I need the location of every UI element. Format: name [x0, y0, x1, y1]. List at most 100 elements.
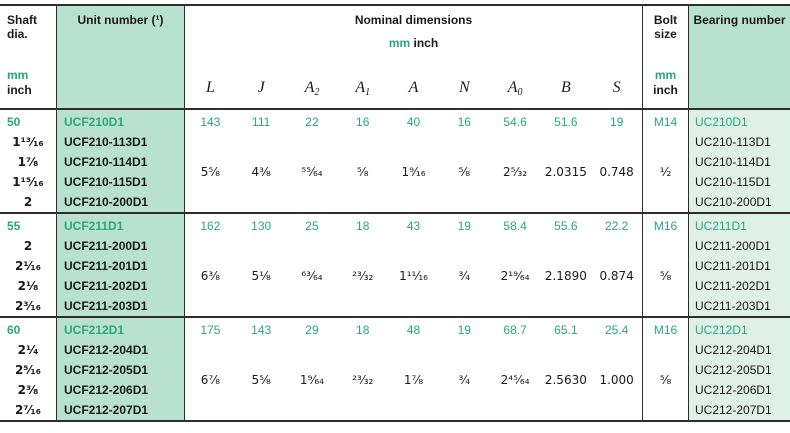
dim-letter-J: J: [257, 79, 265, 96]
dims-inch-row: 6⁷⁄₈ 5⁵⁄₈ 1⁹⁄₆₄ ²³⁄₃₂ 1⁷⁄₈ ³⁄₄ 2⁴⁵⁄₆₄ 2.…: [185, 370, 642, 390]
dim-mm-value: 111: [252, 115, 271, 129]
shaft-dia-inch: 2¹⁄₈: [17, 279, 39, 293]
size-group-60: 60 2¹⁄₄ 2⁵⁄₁₆ 2³⁄₈ 2⁷⁄₁₆ UCF212D1 UCF212…: [0, 316, 790, 420]
dim-letter-A: A: [408, 79, 419, 96]
dim-inch-value: ³⁄₄: [458, 269, 471, 283]
dim-mm-value: 25.4: [604, 323, 629, 337]
unit-number-item: UCF212-205D1: [64, 363, 149, 377]
dim-mm-value: 68.7: [503, 323, 527, 337]
dim-inch-value: ⁵⁄₈: [458, 165, 471, 179]
bolt-size-inch: ⁵⁄₈: [659, 373, 672, 387]
bearing-number-item: UC210D1: [695, 115, 748, 129]
dims-inch-row: 5⁵⁄₈ 4³⁄₈ ⁵⁵⁄₆₄ ⁵⁄₈ 1⁹⁄₁₆ ⁵⁄₈ 2⁵⁄₃₂ 2.03…: [185, 162, 642, 182]
dim-inch-value: 6³⁄₈: [200, 269, 221, 283]
size-group-55: 55 2 2¹⁄₁₆ 2¹⁄₈ 2³⁄₁₆ UCF211D1 UCF211-20…: [0, 212, 790, 316]
bolt-size-column: M16 ⁵⁄₈: [643, 214, 689, 316]
dim-letter-N: N: [458, 79, 470, 96]
dim-letter-A0: A0: [507, 79, 523, 98]
nominal-units: mm inch: [185, 36, 642, 50]
unit-number-item: UCF210D1: [64, 115, 125, 129]
unit-number-item: UCF210-115D1: [64, 175, 148, 189]
bearing-dimensions-table: Shaft dia. mm inch Unit number (¹) Nomin…: [0, 4, 790, 422]
dim-inch-value: 2¹⁹⁄₆₄: [500, 269, 530, 283]
dim-mm-value: 55.6: [554, 219, 578, 233]
dim-letter-A2: A2: [304, 79, 320, 98]
unit-number-item: UCF212-207D1: [64, 403, 149, 417]
dim-mm-value: 19: [609, 115, 624, 129]
shaft-dia-inch: 2: [23, 239, 33, 253]
dim-mm-value: 162: [200, 219, 221, 233]
dim-inch-value: 5¹⁄₈: [251, 269, 271, 283]
unit-label-inch: inch: [413, 36, 439, 50]
dim-inch-value: ⁵⁵⁄₆₄: [301, 165, 323, 179]
dim-mm-value: 19: [457, 219, 471, 233]
nominal-dimensions-column: 162 130 25 18 43 19 58.4 55.6 22.2 6³⁄₈ …: [185, 214, 643, 316]
unit-number-item: UCF212-204D1: [64, 343, 149, 357]
shaft-dia-inch: 2³⁄₈: [17, 383, 39, 397]
shaft-dia-mm: 60: [7, 323, 21, 337]
dim-inch-value: 1⁹⁄₁₆: [401, 165, 426, 179]
unit-number-item: UCF210-200D1: [64, 195, 149, 209]
dim-letter-B: B: [560, 79, 571, 96]
dim-mm-value: 16: [457, 115, 471, 129]
bearing-number-item: UC212-205D1: [695, 363, 772, 377]
dim-letter-S: S: [612, 79, 621, 96]
bearing-number-item: UC211-202D1: [695, 279, 771, 293]
dim-inch-value: ³⁄₄: [458, 373, 471, 387]
dim-mm-value: 143: [251, 323, 272, 337]
dim-mm-value: 51.6: [554, 115, 578, 129]
header-unit-number: Unit number (¹): [57, 6, 185, 108]
bearing-number-item: UC211-203D1: [695, 299, 771, 313]
bolt-size-mm: M16: [653, 323, 678, 337]
unit-number-item: UCF211-200D1: [64, 239, 148, 253]
shaft-dia-inch: 2¹⁄₄: [17, 343, 39, 357]
dims-mm-row: 162 130 25 18 43 19 58.4 55.6 22.2: [185, 216, 642, 236]
dim-inch-value: 0.874: [599, 269, 634, 283]
dim-mm-value: 143: [200, 115, 221, 129]
unit-number-column: UCF211D1 UCF211-200D1 UCF211-201D1 UCF21…: [57, 214, 185, 316]
dim-mm-value: 22: [305, 115, 319, 129]
bearing-number-column: UC212D1 UC212-204D1 UC212-205D1 UC212-20…: [689, 318, 790, 420]
shaft-dia-column: 50 1¹³⁄₁₆ 1⁷⁄₈ 1¹⁵⁄₁₆ 2: [0, 110, 57, 212]
bearing-number-item: UC211D1: [695, 219, 747, 233]
dim-mm-value: 130: [251, 219, 272, 233]
nominal-dimensions-column: 143 111 22 16 40 16 54.6 51.6 19 5⁵⁄₈ 4³…: [185, 110, 643, 212]
dim-letter-L: L: [205, 79, 215, 96]
bearing-number-column: UC210D1 UC210-113D1 UC210-114D1 UC210-11…: [689, 110, 790, 212]
bolt-size-title: Bolt size: [653, 13, 678, 41]
unit-number-item: UCF211-202D1: [64, 279, 148, 293]
shaft-dia-inch: 2¹⁄₁₆: [14, 259, 42, 273]
dim-inch-value: 1⁷⁄₈: [403, 373, 424, 387]
unit-number-title: Unit number (¹): [77, 13, 164, 27]
unit-number-item: UCF212D1: [64, 323, 125, 337]
unit-number-item: UCF211-201D1: [64, 259, 148, 273]
shaft-dia-inch: 2⁷⁄₁₆: [14, 403, 42, 417]
dim-mm-value: 40: [406, 115, 421, 129]
dim-mm-value: 16: [356, 115, 370, 129]
bolt-size-mm: M14: [653, 115, 678, 129]
dim-inch-value: ⁵⁄₈: [356, 165, 369, 179]
bearing-number-item: UC212-204D1: [695, 343, 772, 357]
bearing-number-item: UC211-201D1: [695, 259, 771, 273]
unit-number-item: UCF210-114D1: [64, 155, 148, 169]
dim-inch-value: 6⁷⁄₈: [200, 373, 221, 387]
shaft-dia-inch: 1¹³⁄₁₆: [12, 135, 44, 149]
shaft-dia-title: Shaft dia.: [7, 13, 37, 41]
dim-inch-value: 4³⁄₈: [251, 165, 271, 179]
bearing-number-item: UC211-200D1: [695, 239, 771, 253]
unit-label-mm: mm: [654, 68, 677, 82]
bearing-number-item: UC212-207D1: [695, 403, 772, 417]
shaft-dia-inch: 2³⁄₁₆: [14, 299, 42, 313]
nominal-dimensions-column: 175 143 29 18 48 19 68.7 65.1 25.4 6⁷⁄₈ …: [185, 318, 643, 420]
dim-mm-value: 54.6: [503, 115, 527, 129]
dim-inch-value: ²³⁄₃₂: [352, 269, 374, 283]
header-shaft-dia: Shaft dia. mm inch: [0, 6, 57, 108]
shaft-dia-column: 55 2 2¹⁄₁₆ 2¹⁄₈ 2³⁄₁₆: [0, 214, 57, 316]
dim-mm-value: 58.4: [503, 219, 527, 233]
shaft-dia-inch: 2⁵⁄₁₆: [14, 363, 42, 377]
dim-inch-value: 2.5630: [544, 373, 587, 387]
bolt-size-mm: M16: [653, 219, 678, 233]
unit-label-mm: mm: [388, 36, 411, 50]
dim-mm-value: 175: [200, 323, 221, 337]
